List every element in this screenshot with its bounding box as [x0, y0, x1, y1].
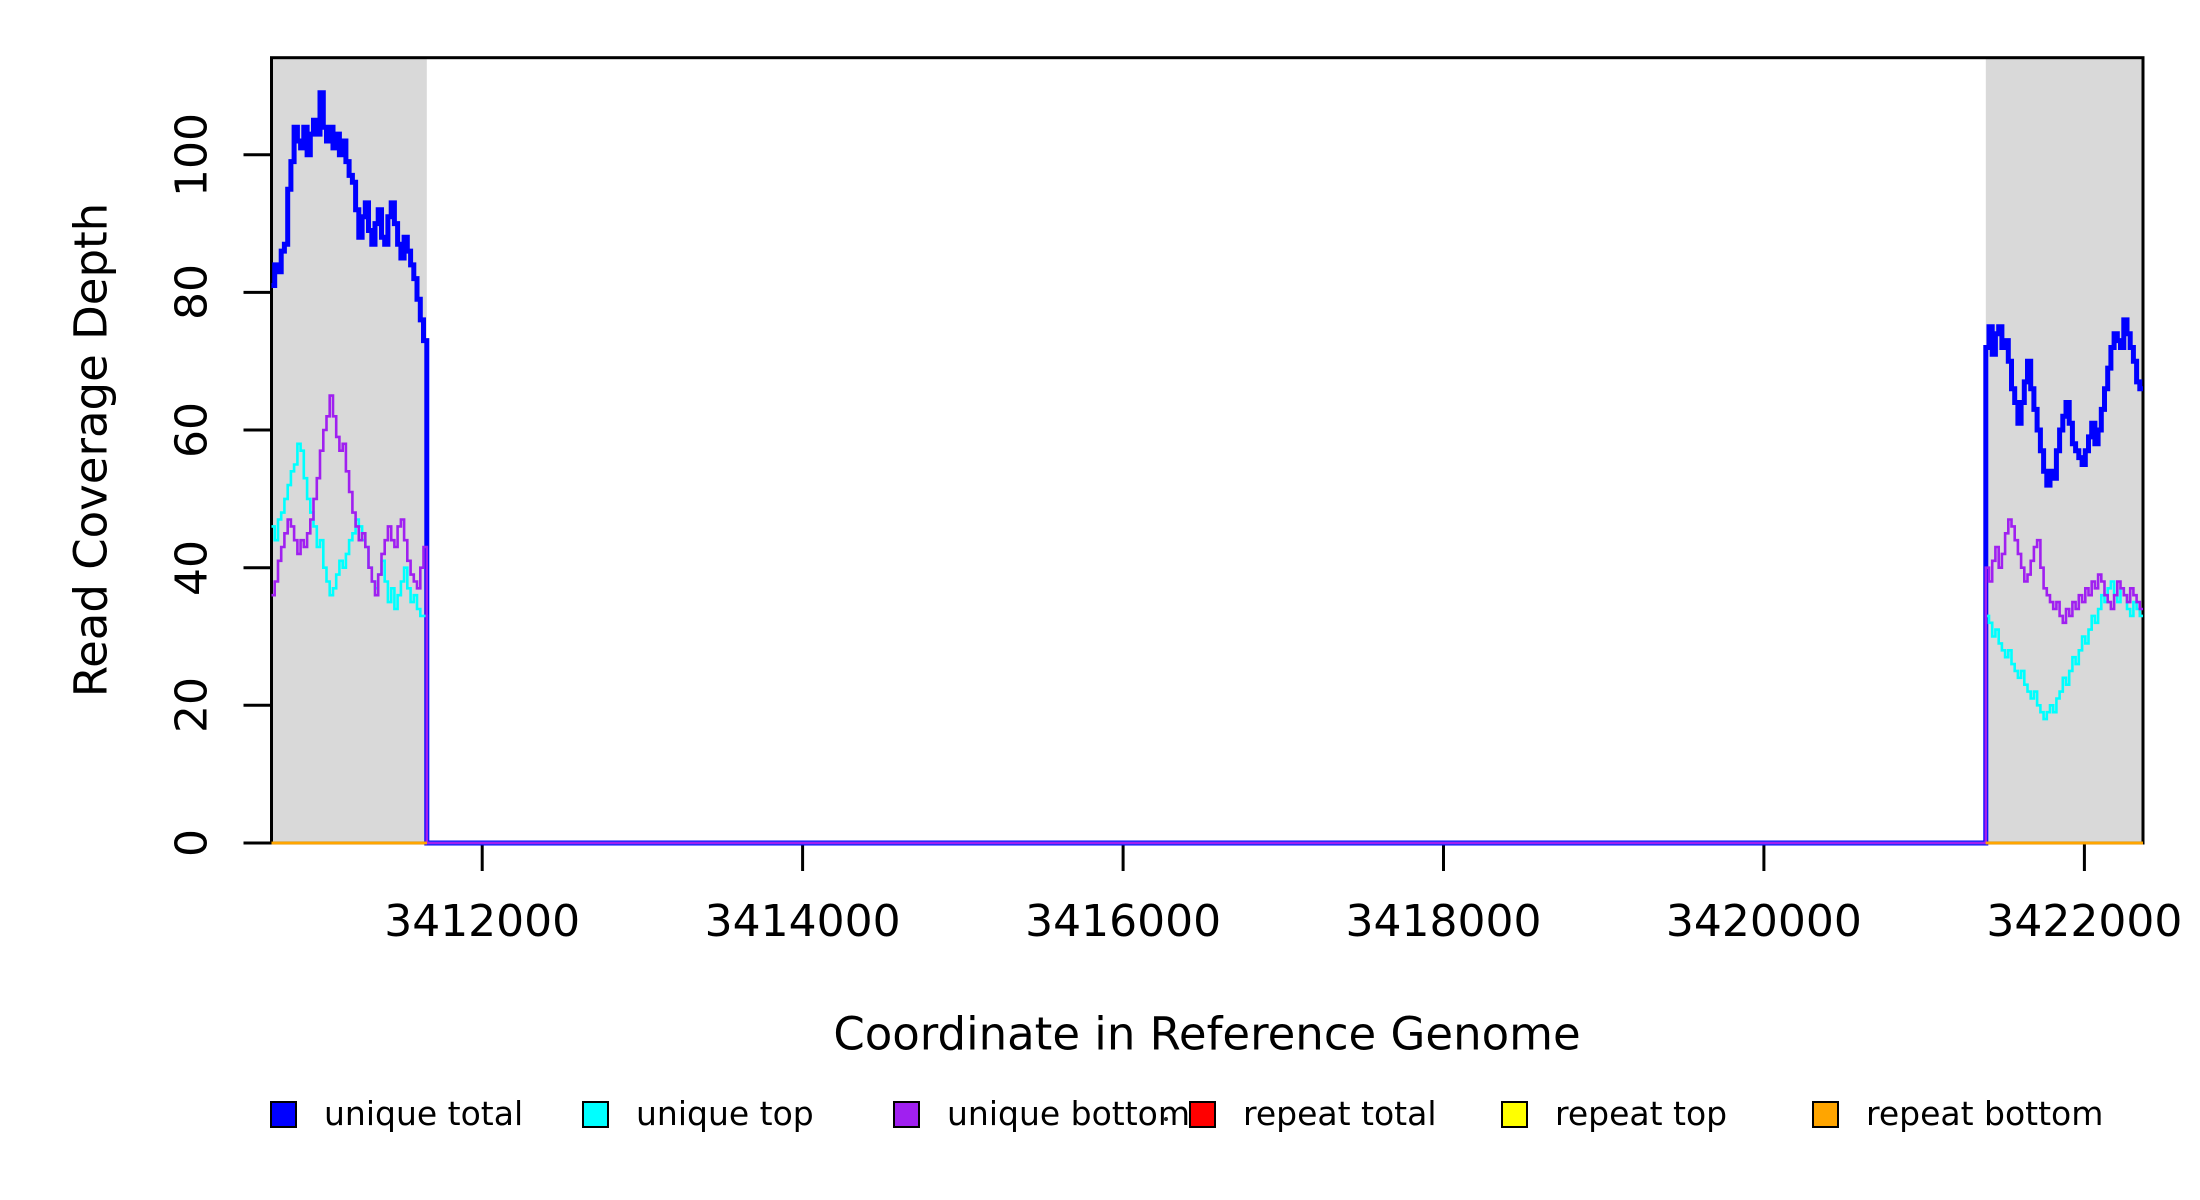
y-tick-label: 80 [166, 264, 218, 321]
legend-item-unique-top: unique top [582, 1094, 814, 1133]
legend-label: repeat top [1555, 1094, 1728, 1133]
series-line-unique-bottom [271, 394, 2143, 845]
legend-swatch [582, 1100, 609, 1128]
legend-label: unique total [324, 1094, 524, 1133]
series-line-unique-top [271, 442, 2143, 845]
x-tick-label: 3418000 [1345, 896, 1542, 947]
legend-label: repeat bottom [1866, 1094, 2104, 1133]
legend-item-repeat-total: repeat total [1189, 1094, 1437, 1133]
x-axis-title: Coordinate in Reference Genome [833, 1007, 1581, 1061]
legend-label: repeat total [1243, 1094, 1437, 1133]
y-axis-title: Read Coverage Depth [64, 202, 118, 698]
legend-swatch [893, 1100, 920, 1128]
legend-item-repeat-bottom: repeat bottom [1812, 1094, 2104, 1133]
y-tick-label: 40 [166, 539, 218, 596]
y-tick-label: 20 [166, 677, 218, 734]
y-tick-label: 100 [166, 112, 218, 197]
x-tick-label: 3416000 [1025, 896, 1222, 947]
series-line-unique-total [271, 90, 2143, 846]
y-tick-label: 0 [166, 829, 218, 857]
shaded-region [1985, 57, 2143, 843]
legend-swatch [1189, 1100, 1216, 1128]
x-tick-label: 3420000 [1665, 896, 1862, 947]
y-tick-label: 60 [166, 402, 218, 458]
legend-swatch [1812, 1100, 1839, 1128]
legend-item-unique-bottom: unique bottom [893, 1094, 1191, 1133]
stray-dot-artifact [1164, 1117, 1168, 1121]
legend-item-unique-total: unique total [270, 1094, 524, 1133]
plot-box [270, 56, 2145, 845]
x-tick-label: 3422000 [1986, 896, 2183, 947]
legend-label: unique bottom [947, 1094, 1191, 1133]
x-tick-label: 3412000 [384, 896, 581, 947]
x-tick-label: 3414000 [704, 896, 901, 947]
legend-label: unique top [636, 1094, 814, 1133]
legend-swatch [1501, 1100, 1528, 1128]
legend-item-repeat-top: repeat top [1501, 1094, 1728, 1133]
legend-swatch [270, 1100, 297, 1128]
